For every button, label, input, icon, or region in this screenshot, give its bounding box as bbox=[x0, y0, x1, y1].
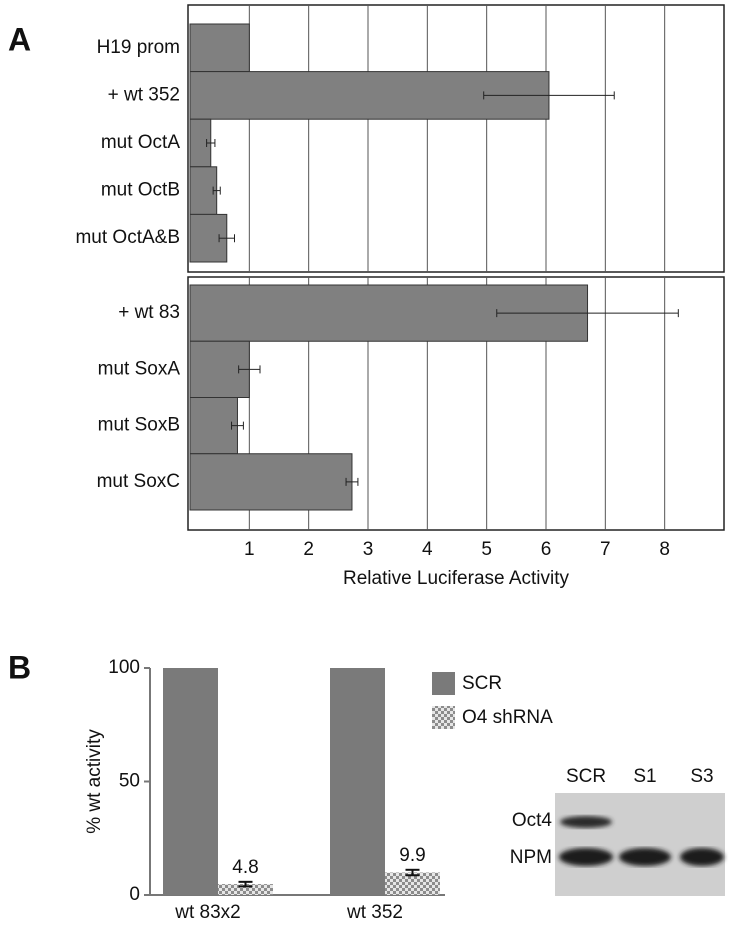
bar bbox=[189, 23, 250, 73]
bar bbox=[189, 397, 238, 455]
row-label: Oct4 bbox=[512, 810, 553, 831]
x-tick-label: 4 bbox=[422, 539, 433, 560]
bar bbox=[189, 453, 353, 511]
y-tick-label: 100 bbox=[108, 657, 140, 678]
y-axis-label: % wt activity bbox=[84, 729, 105, 834]
y-tick-label: 50 bbox=[119, 771, 140, 792]
x-tick-label: 2 bbox=[303, 539, 314, 560]
bar bbox=[163, 668, 218, 895]
category-label: + wt 83 bbox=[118, 302, 180, 323]
blot-band bbox=[559, 848, 613, 866]
bar bbox=[218, 884, 273, 895]
lane-label: SCR bbox=[566, 766, 606, 787]
row-label: NPM bbox=[510, 847, 552, 868]
value-label: 4.8 bbox=[232, 857, 258, 878]
x-tick-label: 8 bbox=[659, 539, 670, 560]
category-label: mut SoxC bbox=[97, 471, 180, 492]
category-label: mut OctB bbox=[101, 180, 180, 201]
western-blot: SCR S1 S3 Oct4 NPM bbox=[510, 766, 725, 896]
category-label: mut OctA bbox=[101, 132, 181, 153]
blot-band bbox=[680, 848, 724, 866]
category-label: mut SoxB bbox=[98, 415, 180, 436]
blot-band bbox=[619, 848, 671, 866]
value-label: 9.9 bbox=[399, 845, 425, 866]
x-tick-label: 6 bbox=[541, 539, 552, 560]
x-tick-label: 7 bbox=[600, 539, 611, 560]
y-tick-label: 0 bbox=[129, 884, 140, 905]
blot-image bbox=[555, 793, 725, 896]
category-label: mut SoxA bbox=[98, 358, 181, 379]
category-label: H19 prom bbox=[97, 37, 180, 58]
x-tick-label: 1 bbox=[244, 539, 255, 560]
bar bbox=[330, 668, 385, 895]
legend-label: SCR bbox=[462, 673, 502, 694]
plot-frame bbox=[187, 4, 725, 273]
legend-swatch bbox=[432, 672, 455, 695]
lane-label: S1 bbox=[633, 766, 656, 787]
legend-label: O4 shRNA bbox=[462, 707, 553, 728]
category-label: mut OctA&B bbox=[75, 227, 180, 248]
bar bbox=[385, 872, 440, 895]
x-tick-label: wt 83x2 bbox=[174, 902, 240, 923]
lane-label: S3 bbox=[690, 766, 713, 787]
x-tick-label: 3 bbox=[363, 539, 374, 560]
x-tick-label: wt 352 bbox=[346, 902, 403, 923]
blot-band bbox=[560, 816, 612, 828]
x-axis-label: Relative Luciferase Activity bbox=[343, 568, 569, 589]
legend-swatch bbox=[432, 706, 455, 729]
panel-letter: B bbox=[8, 649, 31, 685]
panel-letter: A bbox=[8, 21, 31, 57]
category-label: + wt 352 bbox=[108, 84, 180, 105]
x-tick-label: 5 bbox=[481, 539, 492, 560]
plot-frame bbox=[187, 276, 725, 531]
